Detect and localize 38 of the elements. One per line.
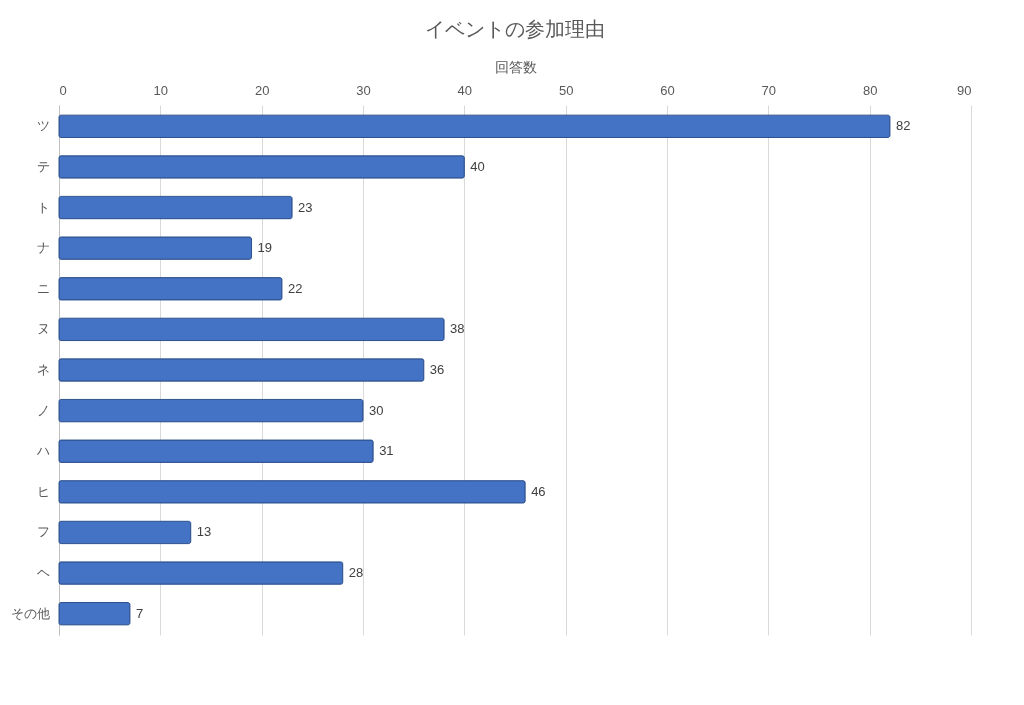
y-tick-label: その他 [10, 605, 50, 621]
data-label: 30 [369, 402, 384, 418]
y-tick-label: フ [36, 524, 50, 540]
y-tick-label: ツ [36, 118, 50, 134]
x-tick-label: 30 [356, 82, 371, 98]
data-label: 28 [348, 565, 364, 581]
data-label: 46 [531, 483, 546, 499]
y-tick-label: ト [36, 199, 50, 215]
x-tick-label: 80 [862, 82, 878, 98]
x-tick-label: 90 [957, 82, 972, 98]
data-label: 7 [135, 605, 144, 621]
y-tick-label: ヌ [36, 321, 50, 337]
chart-title: イベントの参加理由 [425, 18, 605, 40]
x-tick-label: 60 [660, 82, 675, 98]
data-label: 36 [429, 362, 445, 377]
x-tick-label: 20 [254, 82, 270, 98]
y-tick-label: テ [36, 158, 50, 174]
data-label: 22 [287, 280, 303, 296]
x-tick-label: 70 [761, 82, 777, 98]
data-label: 38 [450, 321, 465, 337]
y-tick-label: ナ [36, 240, 50, 256]
data-label: 31 [379, 443, 394, 459]
y-tick-label: ネ [36, 362, 50, 377]
data-label: 82 [895, 118, 911, 134]
x-tick-label: 40 [457, 82, 473, 98]
y-tick-label: ヒ [36, 483, 50, 499]
y-tick-label: ニ [36, 280, 50, 296]
x-axis-title: 回答数 [494, 58, 537, 75]
y-tick-label: ヘ [36, 565, 50, 581]
data-label: 19 [257, 240, 272, 256]
y-tick-label: ハ [35, 443, 50, 459]
data-label: 40 [470, 158, 485, 174]
y-tick-label: ノ [36, 402, 50, 418]
data-label: 23 [298, 199, 313, 215]
data-label: 13 [196, 524, 212, 540]
x-tick-label: 10 [153, 82, 169, 98]
x-tick-label: 0 [59, 82, 67, 98]
x-tick-label: 50 [558, 82, 574, 98]
